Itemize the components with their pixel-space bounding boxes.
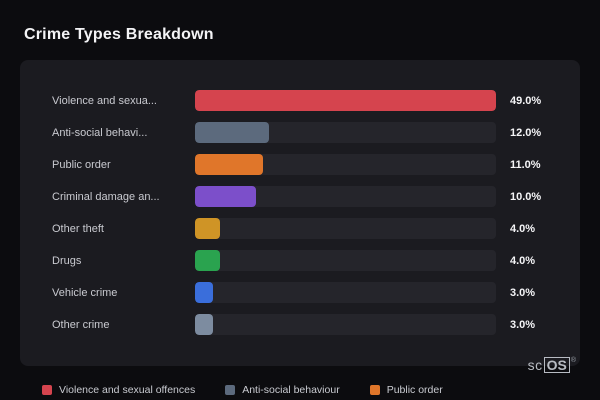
chart-row: Anti-social behavi... 12.0% bbox=[52, 122, 552, 143]
legend-item[interactable]: Violence and sexual offences bbox=[42, 384, 195, 396]
bar-category-label: Public order bbox=[52, 158, 111, 171]
bar-value: 10.0% bbox=[510, 190, 542, 203]
bar-category-label: Other theft bbox=[52, 222, 104, 235]
bar-fill[interactable] bbox=[195, 90, 496, 111]
bar-value: 11.0% bbox=[510, 158, 541, 171]
legend-label: Anti-social behaviour bbox=[242, 384, 340, 396]
chart-row: Vehicle crime 3.0% bbox=[52, 282, 552, 303]
bar-fill[interactable] bbox=[195, 218, 220, 239]
bar-chart-rows: Violence and sexua... 49.0% Anti-social be… bbox=[52, 90, 552, 335]
bar-fill[interactable] bbox=[195, 122, 269, 143]
legend-item[interactable]: Public order bbox=[369, 384, 443, 396]
bar-track bbox=[195, 218, 496, 239]
bar-track bbox=[195, 122, 496, 143]
crime-types-chart: Violence and sexua... 49.0% Anti-social be… bbox=[20, 60, 580, 366]
bar-fill[interactable] bbox=[195, 314, 214, 335]
bar-track bbox=[195, 314, 496, 335]
chart-row: Criminal damage an... 10.0% bbox=[52, 186, 552, 207]
bar-category-label: Violence and sexua... bbox=[52, 94, 157, 107]
bar-category-label: Drugs bbox=[52, 254, 82, 267]
chart-row: Public order 11.0% bbox=[52, 154, 552, 175]
registered-trademark-icon: ® bbox=[570, 357, 576, 364]
bar-value: 4.0% bbox=[510, 222, 536, 235]
bar-category-label: Vehicle crime bbox=[52, 286, 118, 299]
bar-track bbox=[195, 90, 496, 111]
chart-row: Other theft 4.0% bbox=[52, 218, 552, 239]
brand-logo: sc OS ® bbox=[528, 357, 576, 373]
legend-swatch-icon bbox=[225, 385, 236, 395]
bar-value: 4.0% bbox=[510, 254, 536, 267]
bar-fill[interactable] bbox=[195, 154, 263, 175]
bar-value: 49.0% bbox=[510, 94, 542, 107]
bar-fill[interactable] bbox=[195, 250, 220, 271]
chart-row: Other crime 3.0% bbox=[52, 314, 552, 335]
bar-category-label: Anti-social behavi... bbox=[52, 126, 148, 139]
bar-track bbox=[195, 186, 496, 207]
bar-category-label: Other crime bbox=[52, 318, 110, 331]
bar-value: 3.0% bbox=[510, 318, 536, 331]
legend-item[interactable]: Anti-social behaviour bbox=[225, 384, 340, 396]
brand-logo-os: OS bbox=[543, 357, 570, 373]
legend-label: Public order bbox=[386, 384, 443, 396]
chart-row: Drugs 4.0% bbox=[52, 250, 552, 271]
chart-legend: Violence and sexual offences Anti-social … bbox=[0, 384, 600, 396]
bar-category-label: Criminal damage an... bbox=[52, 190, 160, 203]
brand-logo-sc: sc bbox=[527, 357, 543, 373]
legend-swatch-icon bbox=[369, 385, 380, 395]
bar-track bbox=[195, 250, 496, 271]
bar-track bbox=[195, 154, 496, 175]
chart-row: Violence and sexua... 49.0% bbox=[52, 90, 552, 111]
legend-swatch-icon bbox=[42, 385, 52, 395]
bar-value: 3.0% bbox=[510, 286, 536, 299]
bar-track bbox=[195, 282, 496, 303]
bar-fill[interactable] bbox=[195, 282, 214, 303]
bar-value: 12.0% bbox=[510, 126, 542, 139]
legend-label: Violence and sexual offences bbox=[59, 384, 196, 396]
page-title: Crime Types Breakdown bbox=[24, 26, 214, 43]
bar-fill[interactable] bbox=[195, 186, 257, 207]
